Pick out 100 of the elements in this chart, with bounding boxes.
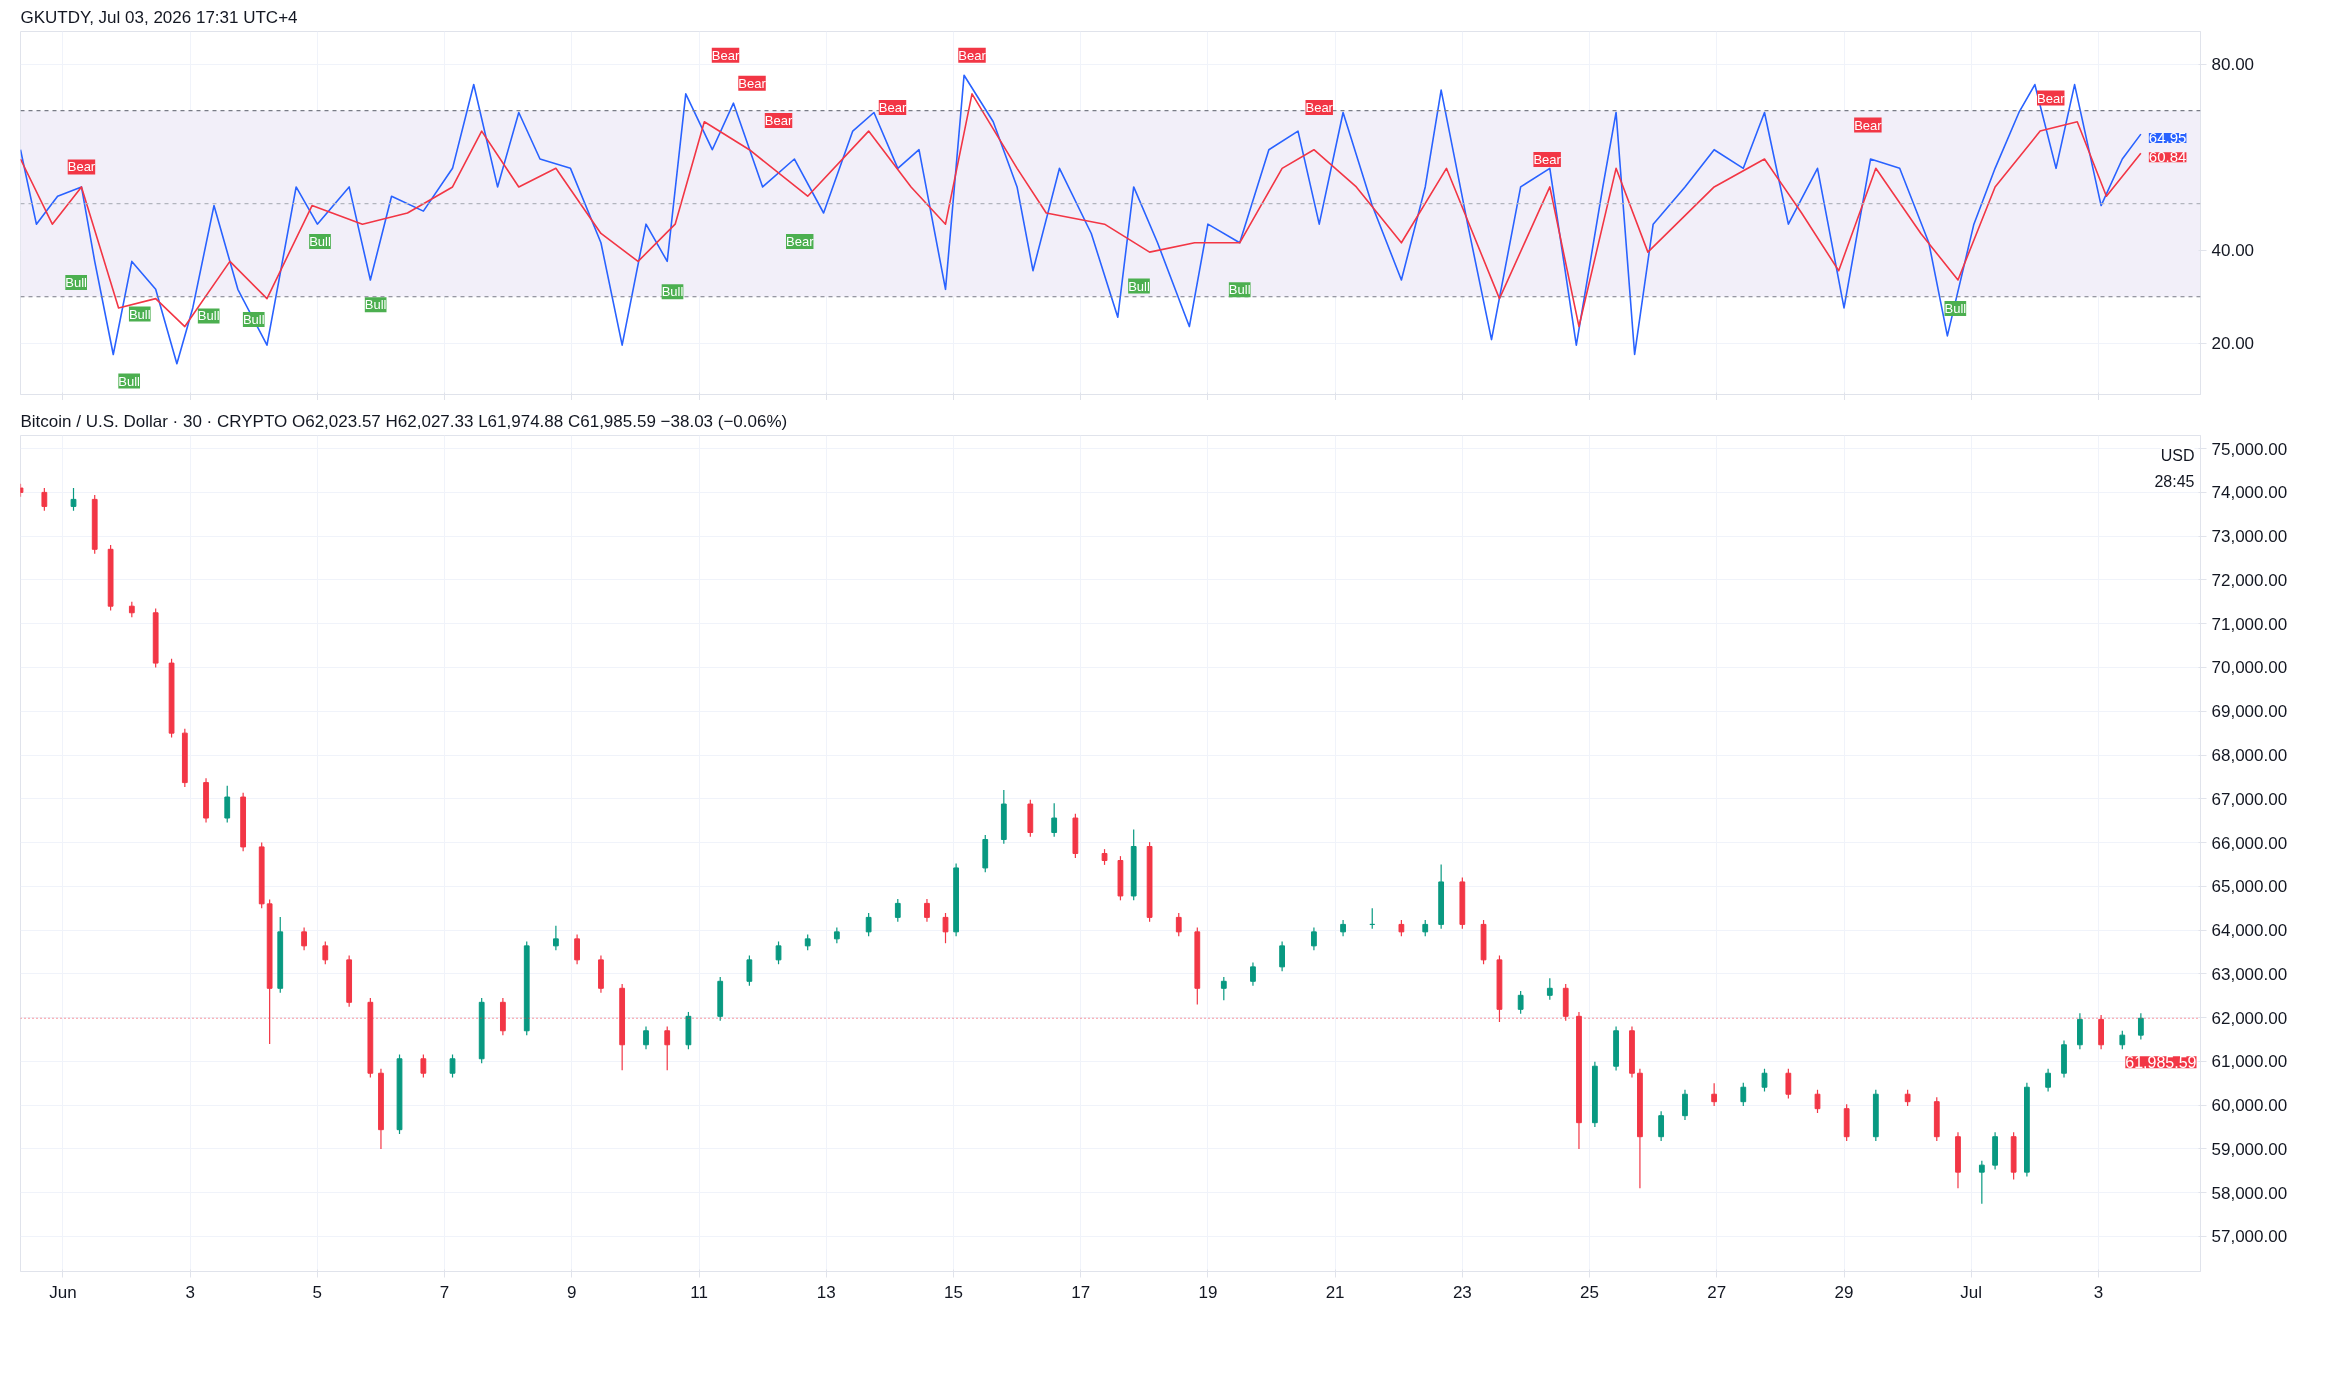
candlestick xyxy=(70,487,77,512)
y-tick-label: 65,000.00 xyxy=(2211,877,2288,897)
y-tick-label: 58,000.00 xyxy=(2211,1183,2288,1203)
candlestick xyxy=(224,785,231,824)
candlestick xyxy=(1279,940,1285,972)
line-series xyxy=(20,74,2142,365)
x-tick-label: 13 xyxy=(816,1282,836,1302)
candlestick xyxy=(924,898,930,923)
annotation: Bull xyxy=(661,284,684,300)
candlestick xyxy=(746,954,753,987)
annotation: Bull xyxy=(364,297,387,313)
annotation: Bear xyxy=(1305,99,1334,115)
candlestick xyxy=(449,1053,456,1079)
candlestick xyxy=(1311,926,1317,951)
annotation: Bear xyxy=(711,47,740,63)
candlestick xyxy=(1978,1160,1985,1205)
y-tick-label: 73,000.00 xyxy=(2211,527,2288,547)
y-tick-label: 63,000.00 xyxy=(2211,964,2288,984)
line-series xyxy=(20,93,2142,328)
x-tick-label: 3 xyxy=(185,1282,195,1302)
candlestick xyxy=(1761,1068,1768,1093)
candlestick xyxy=(894,898,901,923)
candlestick xyxy=(865,912,872,937)
y-tick-label: 20.00 xyxy=(2211,334,2255,354)
candlestick xyxy=(1250,961,1256,987)
y-tick-label: 71,000.00 xyxy=(2211,614,2288,634)
candlestick xyxy=(2137,1012,2144,1041)
annotation: Bear xyxy=(764,112,793,128)
annotation: Bull xyxy=(65,274,88,290)
candlestick xyxy=(664,1025,671,1071)
annotation: 28:45 xyxy=(2154,472,2195,490)
annotation: Bear xyxy=(1854,117,1883,133)
annotation: Bull xyxy=(1944,300,1967,316)
candlestick xyxy=(420,1053,427,1079)
x-tick-label: 7 xyxy=(439,1282,450,1302)
x-tick-label: 27 xyxy=(1707,1282,1727,1302)
annotation: Bear xyxy=(738,75,767,91)
candlestick xyxy=(1517,990,1524,1015)
x-tick-label: 21 xyxy=(1325,1282,1345,1302)
candlestick xyxy=(322,940,329,965)
data-label: 64.95 xyxy=(2148,129,2187,147)
candlestick xyxy=(775,940,782,965)
y-tick-label: 74,000.00 xyxy=(2211,483,2288,503)
candlestick xyxy=(1740,1082,1747,1107)
x-tick-label: 25 xyxy=(1580,1282,1600,1302)
candlestick xyxy=(1711,1082,1718,1107)
x-tick-label: 9 xyxy=(567,1282,577,1302)
y-tick-label: 80.00 xyxy=(2211,55,2255,75)
y-tick-label: 67,000.00 xyxy=(2211,789,2288,809)
y-tick-label: 57,000.00 xyxy=(2211,1227,2288,1247)
y-tick-label: 66,000.00 xyxy=(2211,833,2288,853)
x-tick-label: 17 xyxy=(1071,1282,1091,1302)
annotation: Bear xyxy=(2037,90,2066,106)
annotation: Bear xyxy=(1533,152,1562,168)
annotation: Bull xyxy=(1228,282,1251,298)
y-tick-label: 70,000.00 xyxy=(2211,658,2288,678)
candlestick xyxy=(2045,1068,2051,1093)
annotation: Bear xyxy=(958,47,987,63)
candlestick xyxy=(1220,976,1227,1001)
x-tick-label: Jun xyxy=(49,1282,77,1302)
y-tick-label: 64,000.00 xyxy=(2211,921,2288,941)
x-tick-label: 11 xyxy=(690,1282,708,1302)
y-tick-label: 40.00 xyxy=(2211,241,2255,261)
candlestick xyxy=(1546,977,1553,1001)
y-tick-label: 61,000.00 xyxy=(2211,1052,2288,1072)
y-tick-label: 60,000.00 xyxy=(2211,1096,2288,1116)
candlestick xyxy=(1814,1089,1821,1114)
y-tick-label: 59,000.00 xyxy=(2211,1139,2288,1159)
x-tick-label: 19 xyxy=(1198,1282,1218,1302)
annotation: Bull xyxy=(242,312,265,328)
data-label: 60.84 xyxy=(2148,148,2187,166)
candlestick xyxy=(1785,1068,1792,1100)
y-tick-label: 69,000.00 xyxy=(2211,702,2288,722)
candlestick xyxy=(942,912,949,944)
y-tick-label: 72,000.00 xyxy=(2211,570,2288,590)
candlestick xyxy=(2119,1030,2126,1050)
annotation: Bull xyxy=(197,308,220,324)
candlestick xyxy=(643,1025,649,1050)
y-tick-label: 75,000.00 xyxy=(2211,439,2288,459)
annotation: Bull xyxy=(309,233,331,249)
x-tick-label: 5 xyxy=(312,1282,323,1302)
candlestick xyxy=(574,933,580,965)
annotation: Bull xyxy=(1128,278,1150,294)
chart-title: Bitcoin / U.S. Dollar · 30 · CRYPTO O62,023.57 H62,027.33 L61,974.88 C61,985.59 −38.03 (−0.06%) xyxy=(20,411,788,431)
ref-line-label: 61,985.59 xyxy=(2125,1054,2197,1072)
candlestick xyxy=(1175,912,1182,937)
candlestick xyxy=(1051,802,1058,838)
y-tick-label: 68,000.00 xyxy=(2211,746,2288,766)
annotation: Bear xyxy=(878,99,907,115)
annotation: Bull xyxy=(128,306,151,322)
candlestick xyxy=(1682,1089,1688,1121)
x-tick-label: Jul xyxy=(1960,1282,1983,1302)
annotation: Bear xyxy=(786,233,815,249)
chart-title: GKUTDY, Jul 03, 2026 17:31 UTC+4 xyxy=(20,7,298,27)
annotation: USD xyxy=(2160,446,2195,464)
x-tick-label: 23 xyxy=(1452,1282,1472,1302)
candlestick xyxy=(41,487,48,512)
candlestick xyxy=(1658,1110,1665,1142)
annotation: Bull xyxy=(118,373,141,389)
candlestick xyxy=(553,925,559,951)
